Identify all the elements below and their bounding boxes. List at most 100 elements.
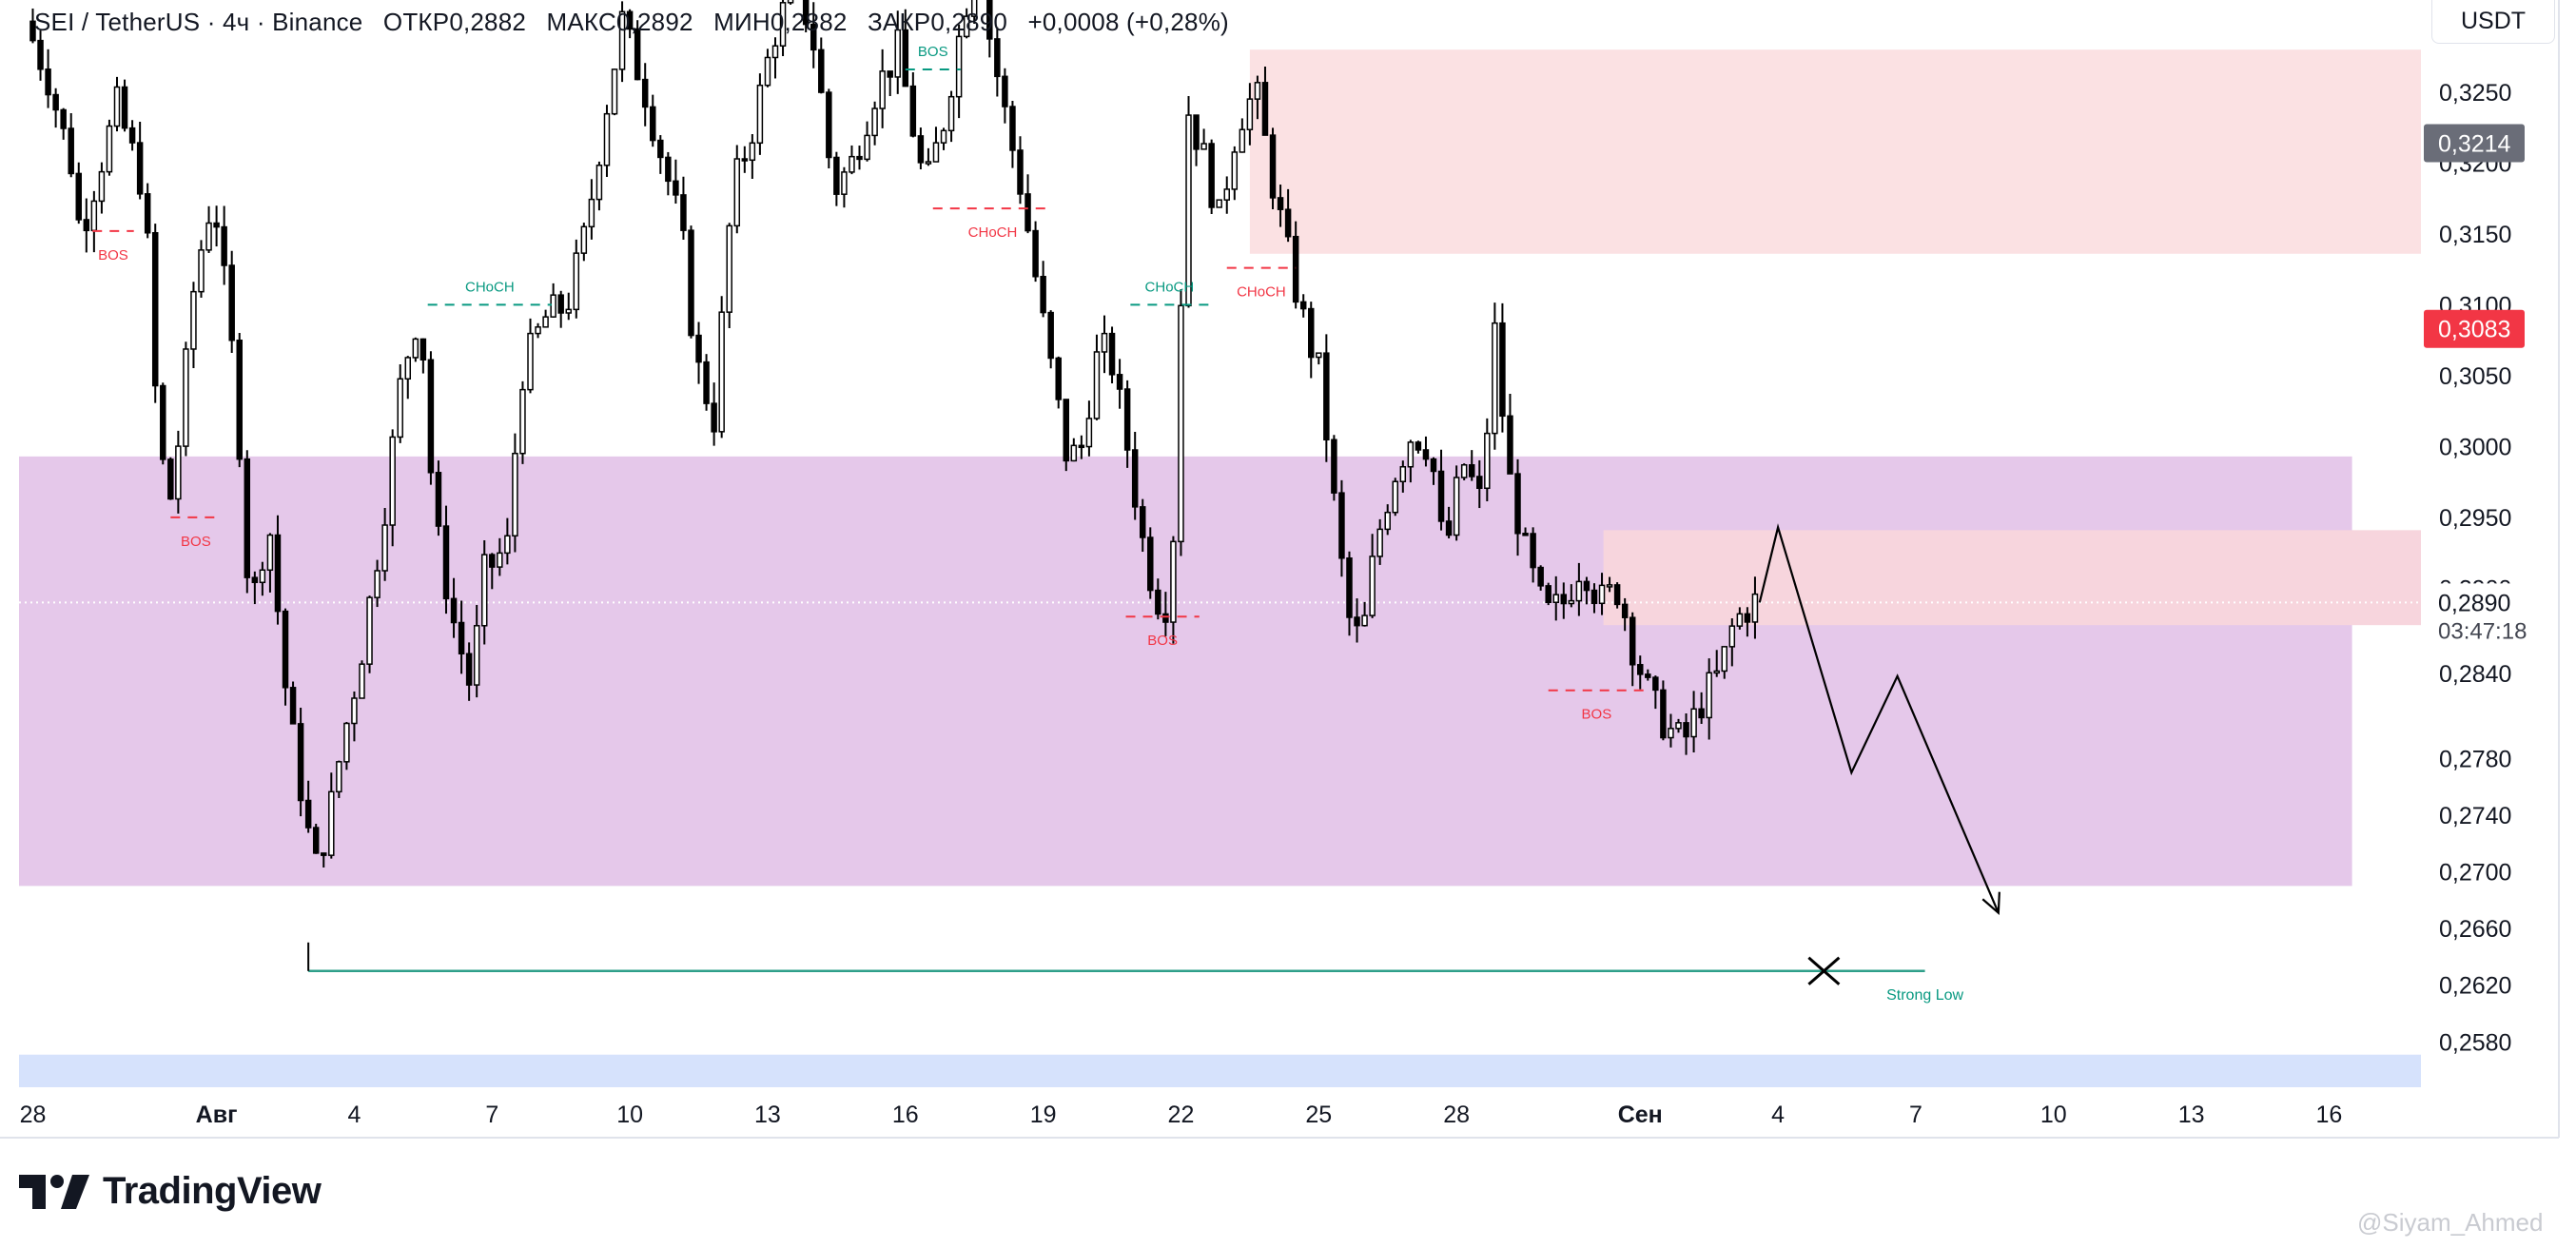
candle-body [718, 311, 725, 433]
candle-body [1376, 528, 1383, 557]
time-tick-label: Авг [196, 1102, 238, 1128]
candle-body [1208, 143, 1215, 208]
candle-body [1575, 580, 1583, 602]
time-tick-label: 10 [2040, 1102, 2067, 1128]
candle-body [1269, 134, 1277, 199]
candle-body [144, 193, 151, 234]
brand-name: TradingView [103, 1170, 322, 1212]
candle-body [733, 158, 741, 227]
candle-body [450, 597, 458, 624]
candle-body [894, 29, 901, 78]
projection-path [1758, 523, 2000, 914]
structure-label: CHoCH [968, 224, 1018, 241]
price-tick-label: 0,3250 [2439, 80, 2511, 107]
candle-body [1606, 584, 1613, 588]
candle-body [940, 129, 947, 144]
price-badge-label: 0,2890 [2438, 590, 2510, 616]
symbol-header: SEI / TetherUS · 4ч · Binance ОТКР0,2882… [34, 8, 1242, 37]
candle-body [1621, 603, 1629, 618]
symbol-name[interactable]: SEI / TetherUS · 4ч · Binance [34, 8, 363, 36]
candle-body [1162, 613, 1169, 623]
currency-button[interactable]: USDT [2431, 0, 2555, 44]
tradingview-brand[interactable]: TradingView [19, 1170, 322, 1213]
time-tick-label: 10 [616, 1102, 643, 1128]
candle-body [1139, 506, 1146, 538]
time-tick-label: 16 [892, 1102, 919, 1128]
candle-body [412, 338, 420, 359]
candle-body [603, 112, 611, 166]
candle-body [205, 222, 212, 251]
structure-label: CHoCH [465, 279, 515, 295]
candle-body [106, 125, 113, 173]
candle-body [626, 10, 634, 30]
candle-body [764, 56, 771, 87]
time-tick-label: 7 [485, 1102, 498, 1128]
candle-body [1399, 465, 1407, 482]
candle-body [1751, 593, 1759, 623]
candle-body [688, 229, 694, 337]
candle-body [167, 458, 174, 500]
candle-body [221, 225, 227, 266]
candle-body [1706, 672, 1712, 719]
price-tick-label: 0,2950 [2439, 505, 2511, 532]
time-tick-label: 19 [1030, 1102, 1057, 1128]
candle-body [611, 68, 618, 115]
candle-body [1346, 557, 1353, 618]
candle-body [381, 524, 388, 572]
price-tick-label: 0,2660 [2439, 916, 2511, 943]
candle-body [680, 194, 687, 231]
candle-body [1040, 275, 1046, 314]
candle-body [98, 170, 106, 203]
candle-body [389, 436, 396, 526]
price-axis-bg [2421, 0, 2576, 1141]
time-tick-label: 13 [2178, 1102, 2205, 1128]
candle-body [1261, 82, 1269, 136]
candle-body [955, 35, 963, 98]
candle-body [259, 569, 266, 584]
time-tick-label: 7 [1909, 1102, 1922, 1128]
price-tick-label: 0,3150 [2439, 222, 2511, 248]
candle-body [932, 142, 940, 163]
candle-body [749, 142, 756, 162]
change-value: +0,0008 (+0,28%) [1027, 8, 1229, 36]
candle-body [1537, 566, 1544, 587]
price-tick-label: 0,3000 [2439, 434, 2511, 460]
candle-body [1499, 322, 1506, 418]
candle-body [1200, 143, 1207, 150]
candle-body [1675, 722, 1682, 730]
candle-body [970, 0, 978, 17]
time-tick-label: 16 [2316, 1102, 2343, 1128]
candle-body [128, 127, 136, 144]
candle-body [779, 2, 787, 47]
candle-body [1361, 614, 1368, 627]
open-value: 0,2882 [449, 8, 527, 36]
candle-body [856, 155, 863, 161]
candle-body [29, 20, 36, 42]
candle-body [550, 294, 556, 318]
candle-body [1147, 536, 1154, 592]
candle-body [183, 348, 189, 447]
structure-label: BOS [918, 44, 948, 60]
candle-body [634, 28, 641, 81]
candle-body [1009, 106, 1016, 151]
candle-body [902, 29, 909, 88]
candle-body [1299, 301, 1307, 310]
candle-body [833, 156, 840, 195]
candle-body [826, 91, 832, 159]
price-badge-label: 0,3214 [2438, 131, 2511, 158]
candle-body [1108, 332, 1116, 376]
candle-body [657, 139, 664, 159]
candle-body [1316, 352, 1322, 359]
price-tick-label: 0,3050 [2439, 363, 2511, 390]
candle-body [1552, 594, 1559, 603]
time-tick-label: 25 [1305, 1102, 1332, 1128]
candle-body [542, 316, 549, 328]
candle-body [190, 290, 197, 350]
candle-body [1484, 432, 1491, 490]
candle-body [925, 161, 932, 165]
candle-body [1668, 728, 1674, 739]
candle-body [864, 134, 870, 161]
candle-body [565, 308, 572, 314]
candle-body [52, 93, 59, 111]
